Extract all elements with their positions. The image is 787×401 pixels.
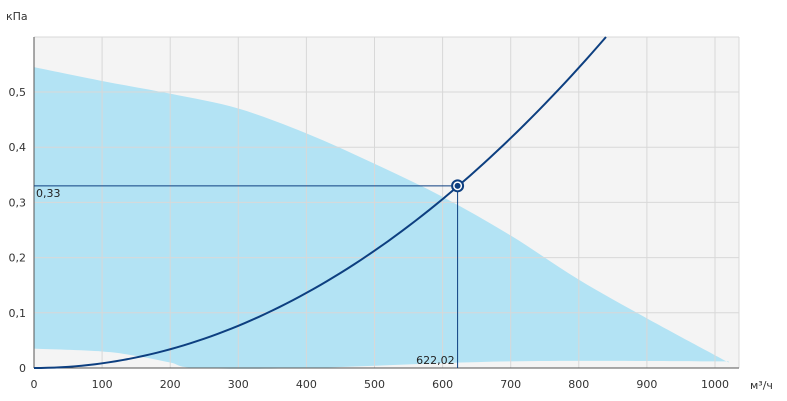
- y-axis-label: кПа: [6, 10, 28, 23]
- y-tick-label: 0,3: [9, 196, 27, 209]
- y-tick-label: 0: [19, 362, 26, 375]
- operating-point-y-label: 0,33: [36, 187, 61, 200]
- x-axis-label: м³/ч: [750, 379, 773, 392]
- x-tick-label: 900: [636, 378, 657, 391]
- x-tick-label: 0: [31, 378, 38, 391]
- x-tick-label: 800: [568, 378, 589, 391]
- x-tick-label: 600: [432, 378, 453, 391]
- x-tick-label: 500: [364, 378, 385, 391]
- system-curve: [33, 36, 607, 369]
- y-tick-label: 0,4: [9, 141, 27, 154]
- y-tick-label: 0,1: [9, 307, 27, 320]
- operating-point-inner: [454, 182, 461, 189]
- x-tick-label: 400: [296, 378, 317, 391]
- operating-range-area: [34, 67, 729, 369]
- y-tick-label: 0,2: [9, 252, 27, 265]
- x-tick-label: 300: [228, 378, 249, 391]
- x-tick-label: 700: [500, 378, 521, 391]
- operating-point-x-label: 622,02: [416, 354, 455, 367]
- x-tick-label: 1000: [701, 378, 729, 391]
- x-tick-label: 100: [92, 378, 113, 391]
- y-tick-label: 0,5: [9, 86, 27, 99]
- x-tick-label: 200: [160, 378, 181, 391]
